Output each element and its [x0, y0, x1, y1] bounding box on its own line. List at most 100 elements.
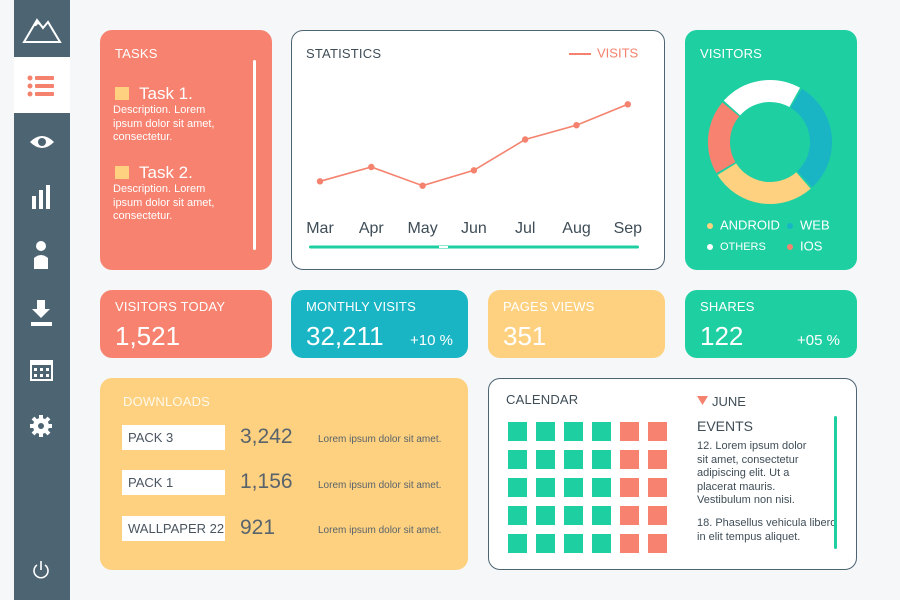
task-description: Description. Lorem ipsum dolor sit amet,…	[113, 183, 215, 222]
scrollbar[interactable]	[834, 416, 837, 549]
calendar-day[interactable]	[592, 422, 611, 441]
tasks-icon[interactable]	[27, 75, 55, 97]
calendar-day[interactable]	[536, 534, 555, 553]
calendar-day[interactable]	[648, 450, 667, 469]
power-icon[interactable]	[33, 561, 49, 579]
download-description: Lorem ipsum dolor sit amet.	[318, 480, 442, 491]
stat-card	[291, 290, 468, 358]
calendar-day[interactable]	[648, 534, 667, 553]
donut-segment	[717, 162, 811, 204]
x-tick-label: Jun	[461, 220, 487, 237]
calendar-day[interactable]	[536, 422, 555, 441]
month-arrow[interactable]	[697, 396, 709, 406]
point	[316, 178, 324, 185]
x-tick-label: Jul	[515, 220, 535, 237]
calendar-day[interactable]	[564, 478, 583, 497]
x-tick-label: May	[407, 220, 437, 237]
calendar-day[interactable]	[620, 422, 639, 441]
stat-value: 1,521	[115, 321, 181, 351]
scrollbar[interactable]	[253, 60, 256, 250]
event: 12. Lorem ipsum dolor sit amet, consecte…	[697, 440, 807, 506]
stats-icon[interactable]	[32, 185, 50, 209]
download-icon[interactable]	[31, 300, 52, 326]
stat-card	[100, 290, 272, 358]
tasks-card	[100, 30, 272, 270]
calendar-day[interactable]	[508, 506, 527, 525]
legend-label: IOS	[800, 238, 823, 253]
card-title: TASKS	[115, 46, 158, 61]
stat-title: VISITORS TODAY	[115, 299, 226, 314]
settings-icon[interactable]	[30, 415, 52, 437]
point	[624, 101, 631, 108]
download-name[interactable]: PACK 3	[122, 425, 225, 450]
calendar-day[interactable]	[620, 478, 639, 497]
stat-change: +10 %	[410, 332, 453, 349]
download-count: 1,156	[240, 470, 293, 493]
task-description: Description. Lorem ipsum dolor sit amet,…	[113, 104, 215, 143]
task-marker	[115, 87, 129, 100]
legend-dot	[707, 244, 713, 250]
calendar-day[interactable]	[592, 506, 611, 525]
scroll-track[interactable]	[309, 245, 639, 249]
calendar-day[interactable]	[536, 506, 555, 525]
card-title: CALENDAR	[506, 392, 579, 407]
calendar-day[interactable]	[564, 506, 583, 525]
calendar-day[interactable]	[620, 534, 639, 553]
download-name[interactable]: WALLPAPER 22	[122, 516, 225, 541]
point	[470, 167, 478, 174]
download-description: Lorem ipsum dolor sit amet.	[318, 434, 442, 445]
events-title: EVENTS	[697, 418, 754, 434]
legend-label: OTHERS	[720, 241, 766, 253]
calendar-icon[interactable]	[30, 360, 53, 381]
stat-value: 122	[700, 321, 744, 351]
calendar-day[interactable]	[508, 450, 527, 469]
calendar-day[interactable]	[536, 478, 555, 497]
legend-dot	[787, 244, 793, 250]
calendar-day[interactable]	[592, 534, 611, 553]
scroll-thumb[interactable]	[439, 246, 448, 248]
statistics-card	[291, 30, 665, 270]
calendar-day[interactable]	[592, 450, 611, 469]
stat-value: 32,211	[306, 321, 384, 351]
calendar-day[interactable]	[648, 506, 667, 525]
calendar-day[interactable]	[592, 478, 611, 497]
calendar-day[interactable]	[508, 478, 527, 497]
stat-title: SHARES	[700, 299, 755, 314]
calendar-day[interactable]	[648, 478, 667, 497]
donut-segment	[708, 102, 740, 174]
download-count: 921	[240, 516, 276, 539]
view-icon[interactable]	[30, 136, 54, 148]
calendar-day[interactable]	[508, 534, 527, 553]
legend-label: VISITS	[597, 45, 639, 60]
calendar-day[interactable]	[536, 450, 555, 469]
download-count: 3,242	[240, 425, 293, 448]
donut-segment	[790, 88, 832, 188]
calendar-day[interactable]	[648, 422, 667, 441]
task-title: Task 1.	[139, 84, 193, 103]
x-tick-label: Apr	[359, 220, 385, 237]
legend-dot	[707, 223, 713, 229]
calendar-day[interactable]	[620, 450, 639, 469]
legend-label: ANDROID	[720, 217, 780, 232]
stat-card	[488, 290, 665, 358]
calendar-day[interactable]	[620, 506, 639, 525]
month: JUNE	[712, 394, 746, 409]
x-tick-label: Aug	[562, 220, 590, 237]
stat-value: 351	[503, 321, 547, 351]
download-name[interactable]: PACK 1	[122, 470, 225, 495]
calendar-day[interactable]	[564, 422, 583, 441]
task-marker	[115, 166, 129, 179]
x-tick-label: Mar	[306, 220, 334, 237]
card-title: VISITORS	[700, 46, 763, 61]
stat-title: PAGES VIEWS	[503, 299, 595, 314]
stat-card	[685, 290, 857, 358]
calendar-day[interactable]	[564, 534, 583, 553]
legend-label: WEB	[800, 217, 830, 232]
calendar-day[interactable]	[508, 422, 527, 441]
user-icon[interactable]	[34, 241, 48, 269]
calendar-day[interactable]	[564, 450, 583, 469]
point	[419, 182, 426, 189]
